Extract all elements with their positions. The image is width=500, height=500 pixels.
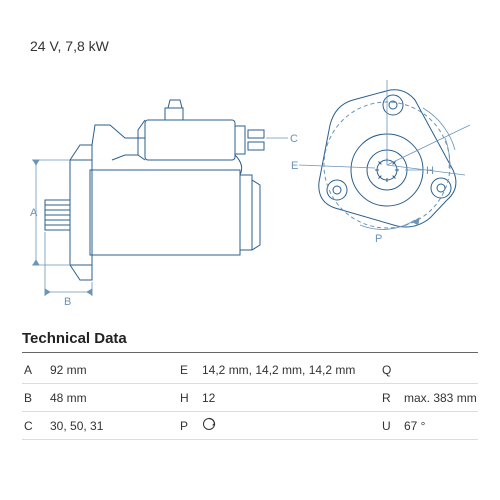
technical-data-table: A 92 mm E 14,2 mm, 14,2 mm, 14,2 mm Q B …	[22, 356, 478, 440]
spec-key: Q	[382, 363, 404, 377]
spec-value: 67 °	[404, 419, 478, 433]
rotation-icon	[202, 417, 216, 431]
spec-value: 48 mm	[50, 391, 180, 405]
spec-key: U	[382, 419, 404, 433]
spec-key: E	[180, 363, 202, 377]
spec-value: max. 383 mm	[404, 391, 478, 405]
spec-key: P	[180, 419, 202, 433]
spec-value: 12	[202, 391, 382, 405]
spec-value: 30, 50, 31	[50, 419, 180, 433]
voltage-power-spec: 24 V, 7,8 kW	[30, 38, 109, 54]
spec-value: 14,2 mm, 14,2 mm, 14,2 mm	[202, 363, 382, 377]
table-row: B 48 mm H 12 R max. 383 mm	[22, 384, 478, 412]
title-divider	[22, 352, 478, 353]
spec-value: 92 mm	[50, 363, 180, 377]
dim-label-a: A	[30, 207, 38, 219]
dim-label-b: B	[64, 296, 71, 308]
spec-key: A	[22, 363, 50, 377]
spec-key: B	[22, 391, 50, 405]
spec-value	[202, 417, 382, 434]
spec-key: H	[180, 391, 202, 405]
spec-key: C	[22, 419, 50, 433]
table-row: C 30, 50, 31 P U 67 °	[22, 412, 478, 440]
dim-label-e: E	[291, 160, 298, 172]
dim-label-c: C	[290, 133, 298, 145]
technical-diagram: A B C	[30, 60, 475, 310]
section-title: Technical Data	[22, 330, 127, 347]
spec-key: R	[382, 391, 404, 405]
dim-label-h: H	[426, 165, 434, 177]
table-row: A 92 mm E 14,2 mm, 14,2 mm, 14,2 mm Q	[22, 356, 478, 384]
dim-label-p: P	[375, 233, 382, 245]
